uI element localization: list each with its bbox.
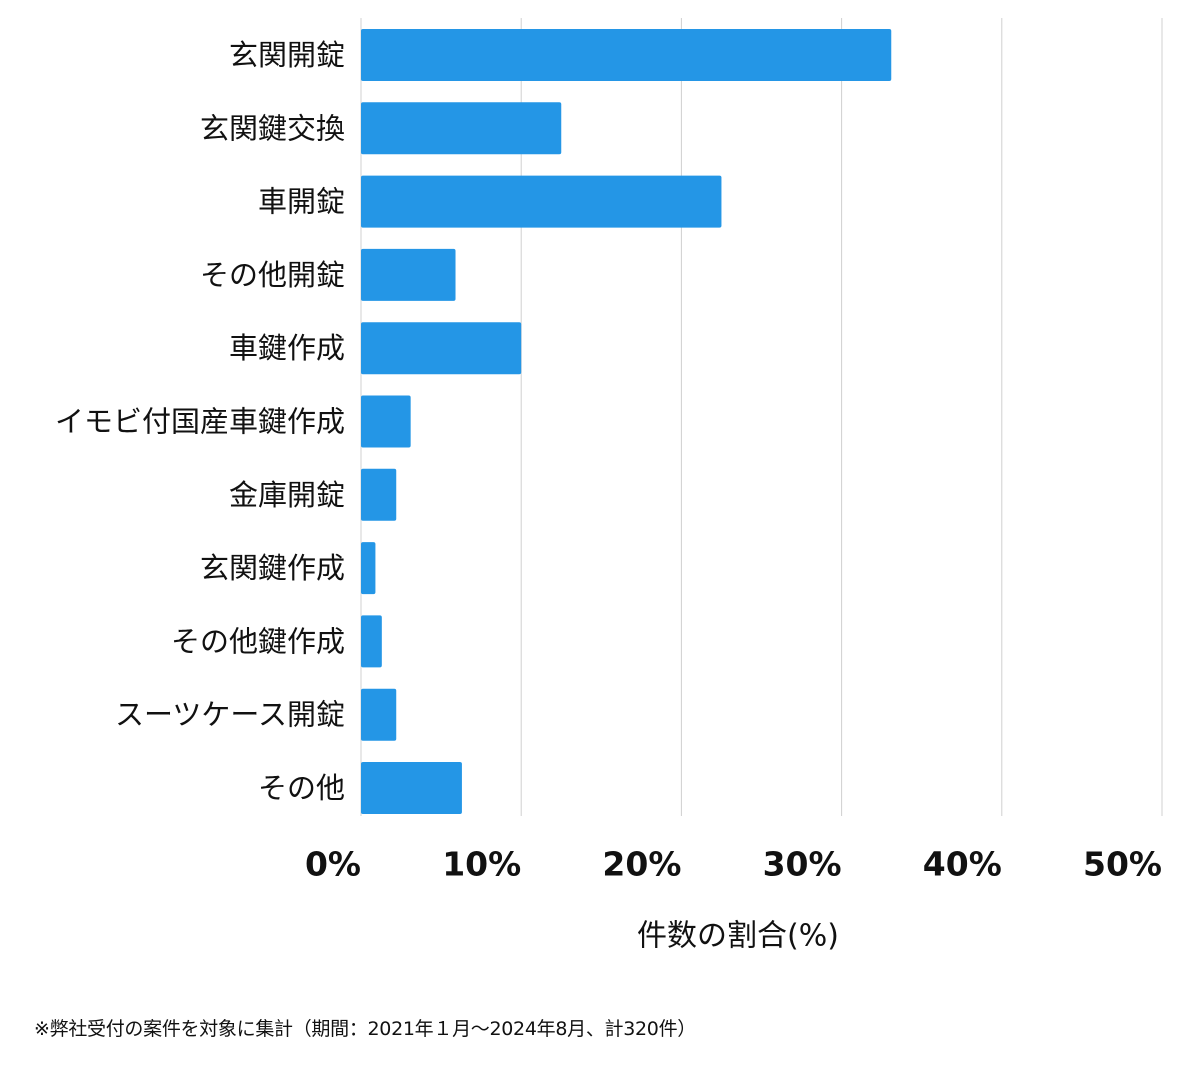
bar-7 [361, 468, 397, 521]
tick-label: 20% [602, 845, 681, 884]
bar-6 [361, 395, 411, 448]
category-label: 玄関鍵交換 [200, 111, 345, 145]
category-label: その他鍵作成 [171, 624, 345, 658]
bar-10 [361, 688, 397, 741]
category-label: その他 [258, 771, 345, 805]
category-label: その他開錠 [200, 258, 345, 292]
category-label: 金庫開錠 [229, 478, 345, 512]
category-label: 玄関鍵作成 [200, 551, 345, 585]
bar-5 [361, 322, 522, 375]
category-label: スーツケース開錠 [115, 698, 345, 732]
bar-11 [361, 762, 462, 814]
tick-label: 30% [763, 845, 842, 884]
tick-label: 0% [305, 845, 361, 884]
bar-1 [361, 29, 892, 81]
bar-8 [361, 542, 376, 595]
tick-label: 50% [1083, 845, 1162, 884]
tick-label: 10% [442, 845, 521, 884]
category-label: 玄関開錠 [229, 38, 345, 72]
bar-3 [361, 175, 722, 228]
footnote: ※弊社受付の案件を対象に集計（期間：2021年１月〜2024年8月、計320件） [34, 1018, 696, 1040]
bar-2 [361, 102, 562, 155]
x-axis-title: 件数の割合(%) [637, 919, 839, 954]
category-label: 車開錠 [258, 185, 345, 219]
category-label: イモビ付国産車鍵作成 [55, 405, 345, 439]
bar-9 [361, 615, 382, 668]
category-label: 車鍵作成 [229, 331, 345, 365]
tick-label: 40% [923, 845, 1002, 884]
bar-4 [361, 248, 456, 301]
